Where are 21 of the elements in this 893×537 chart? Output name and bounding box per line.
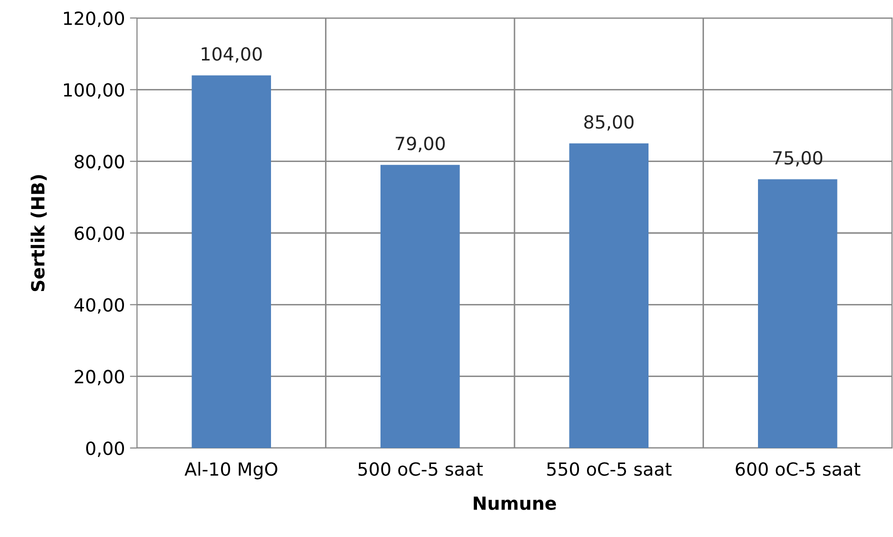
data-label: 75,00 xyxy=(773,150,822,166)
x-tick-label: 550 oC-5 saat xyxy=(547,462,672,476)
data-label: 104,00 xyxy=(202,47,262,63)
y-tick-label: 40,00 xyxy=(74,298,124,314)
bar xyxy=(380,164,460,448)
y-tick-label: 80,00 xyxy=(74,154,124,170)
x-tick-label: Al-10 MgO xyxy=(184,462,278,480)
y-tick-label: 100,00 xyxy=(64,83,124,99)
y-axis-title: Sertlik (HB) xyxy=(30,175,47,292)
y-tick-label: 60,00 xyxy=(74,226,124,242)
bar xyxy=(192,75,272,448)
y-tick-label: 20,00 xyxy=(74,370,124,386)
y-tick-label: 120,00 xyxy=(64,11,124,27)
data-label: 85,00 xyxy=(584,115,634,131)
bar xyxy=(758,179,838,448)
bar xyxy=(569,143,649,448)
data-label: 79,00 xyxy=(396,136,445,152)
x-tick-label: 600 oC-5 saat xyxy=(736,462,860,476)
y-tick-label: 0,00 xyxy=(86,441,124,457)
x-axis-title: Numune xyxy=(474,496,556,510)
x-tick-label: 500 oC-5 saat xyxy=(358,462,483,476)
